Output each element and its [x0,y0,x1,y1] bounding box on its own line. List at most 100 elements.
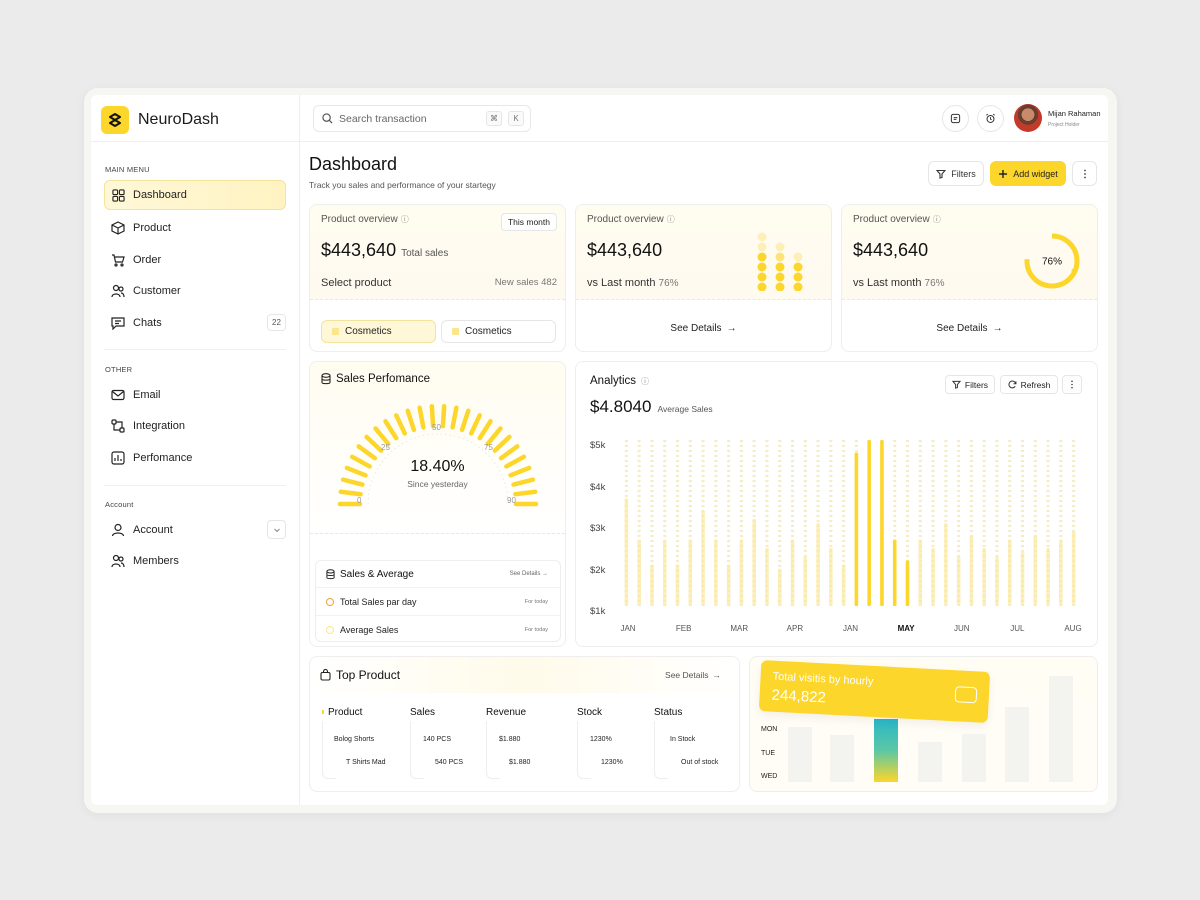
bar [765,547,769,606]
panel-divider [316,587,560,588]
gauge-tick-mark [485,426,503,447]
day-label: MON [761,726,778,733]
bar [867,440,871,606]
refresh-button[interactable]: Refresh [1000,375,1058,394]
chip-dot [452,328,459,335]
sidebar-item-label: Order [133,254,162,266]
gauge-tick-mark [511,477,536,487]
sales-performance-title: Sales Perfomance [321,373,430,385]
gauge-tick-mark [338,489,363,497]
add-widget-button[interactable]: Add widget [990,161,1066,186]
bar [829,547,833,606]
user-icon [111,523,125,537]
plus-icon [999,169,1008,178]
gauge-tick-mark [429,403,436,429]
bar [1033,535,1038,606]
sidebar-item-members[interactable]: Members [104,546,286,576]
sidebar-divider [91,141,300,142]
top-product-card: Top Product See Details → Product Sales R… [309,656,740,792]
card-title-text: Product overview [587,214,664,225]
notes-button[interactable] [942,105,969,132]
kebab-icon [1071,380,1073,389]
bar [803,556,808,606]
card-title: Product overview ⓘ [321,214,409,225]
dot-column-chart [757,232,803,291]
sidebar-item-customer[interactable]: Customer [104,276,286,306]
y-tick-label: $1k [590,606,606,617]
analytics-filters-button[interactable]: Filters [945,375,995,394]
brand[interactable]: NeuroDash [101,106,219,134]
card-top [576,205,831,300]
sidebar-item-email[interactable]: Email [104,380,286,410]
gauge-tick-mark [492,434,512,453]
sidebar-item-integration[interactable]: Integration [104,411,286,441]
column-header: Sales [410,707,436,718]
comparison-label: vs Last month [587,277,656,289]
table-cell: $1.880 [499,736,521,743]
avatar[interactable] [1014,104,1042,132]
period-select[interactable]: This month [500,213,557,231]
category-chip[interactable]: Cosmetics [441,320,556,343]
bar [918,539,923,606]
total-sales-amount: $443,640 Total sales [321,240,448,261]
gauge-inner-arc [367,433,509,505]
bar [969,535,974,606]
category-chip-active[interactable]: Cosmetics [321,320,436,343]
gauge-tick: 25 [381,443,390,452]
bar [701,510,705,606]
chip-dot [332,328,339,335]
sidebar-item-perfomance[interactable]: Perfomance [104,443,286,473]
x-tick-label: MAR [730,624,749,633]
bar [854,452,859,606]
expand-button[interactable] [954,686,978,704]
sidebar-item-label: Email [133,389,161,401]
filters-button[interactable]: Filters [928,161,984,186]
note-icon [950,113,961,124]
analytics-more-button[interactable] [1062,375,1082,394]
gauge-tick-mark [504,454,527,469]
bar [931,547,935,606]
bar [1071,531,1076,606]
sidebar-item-product[interactable]: Product [104,213,286,243]
gauge-value: 18.40% [410,458,465,475]
bag-icon [320,669,331,681]
gauge-tick-mark [450,405,459,430]
sidebar-item-order[interactable]: Order [104,245,286,275]
tree-line [410,721,424,779]
top-product-title: Top Product [320,668,400,682]
see-details-link[interactable]: See Details → [576,323,831,334]
card-title: Product overview ⓘ [587,214,675,225]
amount: $443,640 [853,240,929,260]
search-input[interactable]: Search transaction ⌘ K [313,105,531,132]
topbar: Search transaction ⌘ K Mijan Rahaman Pro… [300,95,1108,142]
gauge-tick-mark [440,403,447,429]
tree-line [654,721,668,779]
x-tick-label: JUL [1010,624,1025,633]
select-product-label: Select product [321,277,392,289]
add-widget-label: Add widget [1013,168,1058,179]
sidebar-item-chats[interactable]: Chats 22 [104,308,286,338]
hourly-visits-card: Total visitis by hourly 244,822 MON TUE … [749,656,1098,792]
list-item: Total Sales par day For today [326,595,548,609]
visits-value: 244,822 [771,686,827,707]
sidebar-item-dashboard[interactable]: Dashboard [104,180,286,210]
logo-icon [101,106,129,134]
see-details-link[interactable]: See Details → [665,670,721,680]
bar [880,440,884,606]
filter-icon [951,380,961,389]
see-details-link[interactable]: See Details → [510,571,548,577]
bar [726,564,731,606]
gauge-tick-mark [468,413,482,436]
sidebar-item-account[interactable]: Account [104,515,286,545]
visits-banner: Total visitis by hourly 244,822 [758,660,991,723]
row-note: For today [524,627,548,633]
gauge-tick-mark [417,405,426,430]
card-title-text: Product overview [853,214,930,225]
alarm-button[interactable] [977,105,1004,132]
chevron-down-icon[interactable] [267,520,286,539]
see-details-link[interactable]: See Details → [842,323,1097,334]
info-icon: ⓘ [932,215,941,224]
list-item: Average Sales For today [326,623,548,637]
more-options-button[interactable] [1072,161,1097,186]
tree-line [577,721,591,779]
